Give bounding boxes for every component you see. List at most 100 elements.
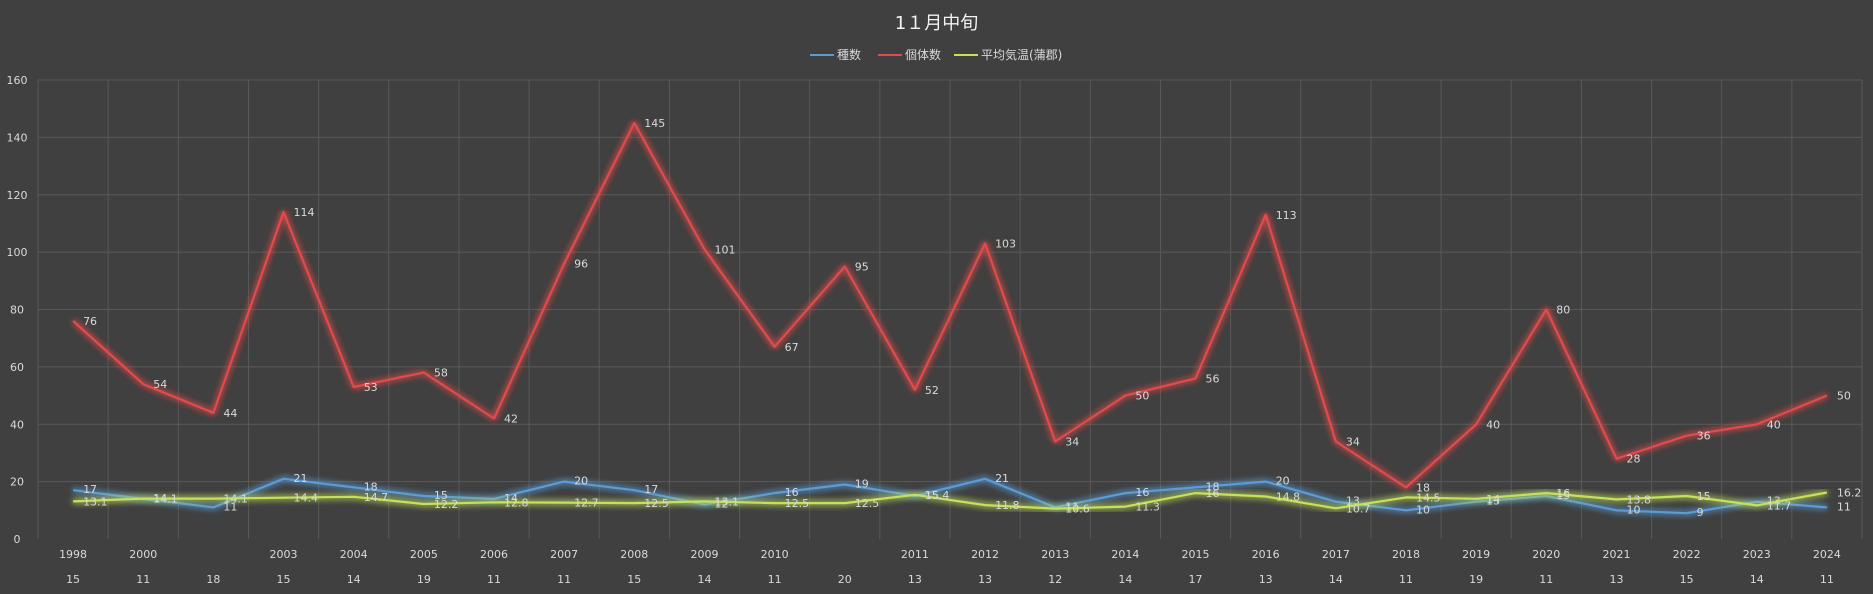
x-count-label: 14 <box>697 573 711 586</box>
legend-label: 平均気温(蒲郡) <box>981 47 1062 62</box>
data-label: 95 <box>855 260 869 273</box>
x-tick-label: 2017 <box>1322 548 1350 561</box>
data-label: 11 <box>1837 500 1851 513</box>
legend-label: 個体数 <box>905 47 941 62</box>
x-count-label: 15 <box>66 573 80 586</box>
data-label: 14.5 <box>1416 491 1441 504</box>
x-count-label: 11 <box>487 573 501 586</box>
data-label: 14.4 <box>294 492 319 505</box>
data-label: 114 <box>294 206 315 219</box>
x-count-label: 11 <box>1820 573 1834 586</box>
y-tick-label: 140 <box>7 131 28 144</box>
data-label: 12.5 <box>855 497 880 510</box>
x-count-label: 20 <box>838 573 852 586</box>
x-count-label: 15 <box>627 573 641 586</box>
data-label: 12.2 <box>434 498 459 511</box>
x-tick-label: 2010 <box>761 548 789 561</box>
series-temperature: 13.1 14.1 14.1 14.4 14.7 12.2 12.8 12.7 12.5 13.1… <box>73 487 1861 516</box>
y-tick-label: 0 <box>14 533 21 546</box>
x-count-label: 11 <box>136 573 150 586</box>
data-label: 54 <box>153 378 167 391</box>
chart-title: 1１月中旬 <box>895 13 978 34</box>
x-tick-label: 2016 <box>1252 548 1280 561</box>
data-label: 13.1 <box>714 495 739 508</box>
x-tick-label: 2007 <box>550 548 578 561</box>
x-tick-label: 2000 <box>129 548 157 561</box>
data-label: 12.5 <box>785 497 810 510</box>
y-tick-label: 80 <box>10 304 24 317</box>
x-count-label: 14 <box>1750 573 1764 586</box>
x-count-label: 14 <box>1118 573 1132 586</box>
data-label: 11.7 <box>1767 499 1792 512</box>
data-label: 14 <box>1486 493 1500 506</box>
x-count-label: 13 <box>1259 573 1273 586</box>
data-label: 16 <box>1135 486 1149 499</box>
y-tick-label: 40 <box>10 418 24 431</box>
x-tick-label: 1998 <box>59 548 87 561</box>
data-label: 76 <box>83 315 97 328</box>
data-label: 12.5 <box>644 497 669 510</box>
x-tick-label: 2008 <box>620 548 648 561</box>
legend-label: 種数 <box>837 47 861 62</box>
data-label: 67 <box>785 341 799 354</box>
data-label: 145 <box>644 117 665 130</box>
x-count-label: 18 <box>206 573 220 586</box>
data-label: 11 <box>1065 500 1079 513</box>
x-count-label: 11 <box>1399 573 1413 586</box>
gridlines <box>37 79 1863 539</box>
data-label: 101 <box>714 243 735 256</box>
x-tick-label: 2021 <box>1602 548 1630 561</box>
data-label: 10 <box>1626 503 1640 516</box>
x-tick-label: 2018 <box>1392 548 1420 561</box>
x-tick-label: 2011 <box>901 548 929 561</box>
x-tick-label: 2004 <box>340 548 368 561</box>
data-label: 40 <box>1486 418 1500 431</box>
y-tick-label: 20 <box>10 476 24 489</box>
x-count-label: 19 <box>1469 573 1483 586</box>
x-count-label: 12 <box>1048 573 1062 586</box>
x-tick-label: 2023 <box>1743 548 1771 561</box>
data-label: 13.8 <box>1626 493 1651 506</box>
y-tick-label: 60 <box>10 361 24 374</box>
data-label: 40 <box>1767 418 1781 431</box>
x-count-label: 13 <box>978 573 992 586</box>
data-label: 9 <box>1697 506 1704 519</box>
data-label: 80 <box>1556 304 1570 317</box>
x-tick-label: 2012 <box>971 548 999 561</box>
x-tick-label: 2015 <box>1182 548 1210 561</box>
data-label: 15 <box>434 489 448 502</box>
x-count-label: 17 <box>1189 573 1203 586</box>
series-individuals: 76 54 44 114 53 58 42 96 145 101 67 95 52 103 34 50 56 11… <box>72 117 1851 494</box>
data-label: 14.8 <box>1276 491 1301 504</box>
data-label: 14.7 <box>364 491 389 504</box>
data-label: 15 <box>1697 490 1711 503</box>
data-label: 18 <box>364 480 378 493</box>
data-label: 42 <box>504 413 518 426</box>
data-label: 50 <box>1837 390 1851 403</box>
legend: 種数 個体数 平均気温(蒲郡) <box>810 47 1062 62</box>
data-label: 20 <box>574 475 588 488</box>
data-label: 18 <box>1416 481 1430 494</box>
x-tick-label: 2013 <box>1041 548 1069 561</box>
x-tick-label: 2020 <box>1532 548 1560 561</box>
x-count-label: 15 <box>1680 573 1694 586</box>
x-count-label: 11 <box>768 573 782 586</box>
data-label: 10.6 <box>1065 503 1090 516</box>
y-tick-label: 100 <box>7 246 28 259</box>
data-label: 52 <box>925 384 939 397</box>
data-label: 50 <box>1135 390 1149 403</box>
x-tick-label: 2022 <box>1673 548 1701 561</box>
x-count-label: 14 <box>347 573 361 586</box>
x-count-label: 14 <box>1329 573 1343 586</box>
data-label: 36 <box>1697 430 1711 443</box>
data-label: 28 <box>1626 453 1640 466</box>
data-label: 12.7 <box>574 497 599 510</box>
data-label: 13.1 <box>83 495 108 508</box>
data-label: 11.3 <box>1135 501 1160 514</box>
series-line <box>72 121 1828 489</box>
data-label: 96 <box>574 258 588 271</box>
x-count-label: 11 <box>1539 573 1553 586</box>
data-label: 16 <box>1556 487 1570 500</box>
